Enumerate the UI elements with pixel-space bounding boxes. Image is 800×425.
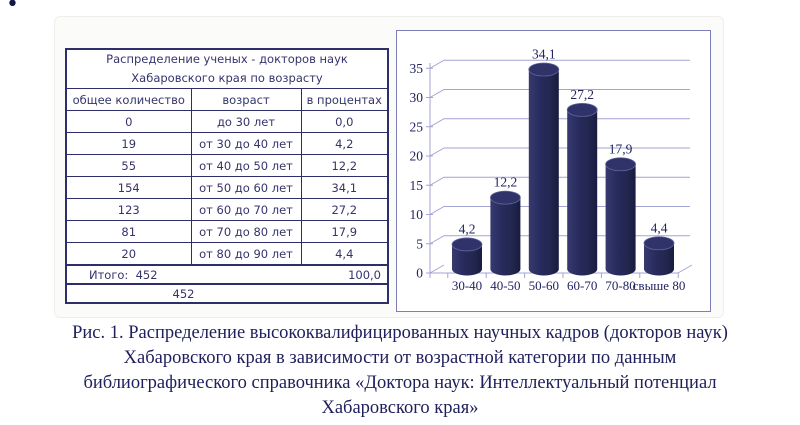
bar-value-label: 4,2 bbox=[459, 221, 476, 236]
table-cell-age: до 30 лет bbox=[190, 110, 302, 133]
gridline-15 bbox=[429, 176, 690, 186]
chart-panel: 0 5 10 15 20 25 30 35 4,2 30-40 12,2 40-50 34,1 50-60… bbox=[396, 30, 711, 312]
table-cell-percent: 12,2 bbox=[300, 154, 389, 177]
bar-value-label: 17,9 bbox=[609, 141, 633, 156]
table-row: 154 от 50 до 60 лет 34,1 bbox=[65, 176, 389, 199]
table-cell-percent: 17,9 bbox=[300, 220, 389, 243]
table-title: Распределение ученых - докторов наук Хаб… bbox=[65, 48, 389, 89]
figure-caption-line: библиографического справочника «Доктора … bbox=[83, 373, 717, 393]
x-category-label: 30-40 bbox=[452, 278, 482, 293]
total-row: Итого: 452 100,0 bbox=[65, 264, 389, 285]
list-bullet-icon: • bbox=[6, 0, 19, 17]
x-category-label: 70-80 bbox=[605, 278, 635, 293]
gridline-25 bbox=[429, 118, 690, 128]
table-cell-count: 154 bbox=[65, 176, 192, 199]
table-cell-age: от 80 до 90 лет bbox=[190, 242, 302, 266]
y-tick-label-10: 10 bbox=[410, 207, 424, 222]
y-tick-label-20: 20 bbox=[410, 149, 424, 164]
y-tick-label-15: 15 bbox=[410, 178, 424, 193]
table-cell-count: 55 bbox=[65, 154, 192, 177]
y-tick-label-35: 35 bbox=[410, 61, 424, 76]
table-cell-age: от 50 до 60 лет bbox=[190, 176, 302, 199]
y-tick-label-0: 0 bbox=[416, 266, 423, 281]
table-cell-percent: 27,2 bbox=[300, 198, 389, 221]
y-tick-label-25: 25 bbox=[410, 119, 424, 134]
x-category-label: 50-60 bbox=[529, 278, 559, 293]
table-cell-count: 81 bbox=[65, 220, 192, 243]
table-row: 20 от 80 до 90 лет 4,4 bbox=[65, 242, 389, 266]
column-header-percent: в процентах bbox=[300, 88, 389, 111]
table-cell-age: от 40 до 50 лет bbox=[190, 154, 302, 177]
bar-value-label: 34,1 bbox=[532, 47, 556, 62]
bar-60-70 bbox=[566, 102, 598, 276]
table-cell-count: 123 bbox=[65, 198, 192, 221]
table-body: 0 до 30 лет 0,0 19 от 30 до 40 лет 4,2 55 от 40… bbox=[65, 110, 389, 266]
table-header-row: общее количество возраст в процентах bbox=[65, 88, 389, 111]
table-row: 55 от 40 до 50 лет 12,2 bbox=[65, 154, 389, 177]
gridline-30 bbox=[429, 89, 690, 98]
age-distribution-chart: 0 5 10 15 20 25 30 35 4,2 30-40 12,2 40-50 34,1 50-60… bbox=[410, 47, 693, 293]
table-cell-count: 19 bbox=[65, 132, 192, 155]
bar-свыше 80 bbox=[643, 236, 675, 276]
figure-caption-line: Хабаровского края» bbox=[321, 398, 479, 418]
grand-total-row: 452 bbox=[65, 283, 389, 304]
age-table: Распределение ученых - докторов наук Хаб… bbox=[65, 48, 390, 304]
table-cell-percent: 4,2 bbox=[300, 132, 389, 155]
table-cell-count: 20 bbox=[65, 242, 192, 266]
table-cell-age: от 30 до 40 лет bbox=[190, 132, 302, 155]
table-row: 81 от 70 до 80 лет 17,9 bbox=[65, 220, 389, 243]
bar-value-label: 27,2 bbox=[570, 87, 594, 102]
table-cell-percent: 0,0 bbox=[300, 110, 389, 133]
table-cell-percent: 34,1 bbox=[300, 176, 389, 199]
total-cell: Итого: 452 100,0 bbox=[65, 264, 389, 285]
bar-40-50 bbox=[490, 190, 521, 276]
x-category-label: 40-50 bbox=[490, 278, 520, 293]
gridline-35 bbox=[429, 59, 690, 69]
table-cell-age: от 70 до 80 лет bbox=[190, 220, 302, 243]
table-row: 123 от 60 до 70 лет 27,2 bbox=[65, 198, 389, 221]
figure-caption-line: Хабаровского края в зависимости от возра… bbox=[123, 348, 677, 368]
table-title-line2: Хабаровского края по возрасту bbox=[131, 71, 323, 85]
bar-value-label: 4,4 bbox=[651, 220, 668, 235]
y-tick-label-5: 5 bbox=[416, 236, 423, 251]
table-row: 19 от 30 до 40 лет 4,2 bbox=[65, 132, 389, 155]
column-header-age: возраст bbox=[190, 88, 302, 111]
gridline-10 bbox=[429, 206, 690, 215]
grand-total-cell: 452 bbox=[65, 283, 389, 304]
table-row: 0 до 30 лет 0,0 bbox=[65, 110, 389, 133]
x-category-label: 60-70 bbox=[567, 278, 597, 293]
x-category-label: свыше 80 bbox=[633, 278, 686, 293]
table-cell-count: 0 bbox=[65, 110, 192, 133]
total-percent: 100,0 bbox=[348, 267, 382, 282]
gridline-20 bbox=[429, 147, 690, 157]
bar-50-60 bbox=[528, 62, 560, 276]
total-label: Итого: 452 bbox=[89, 267, 158, 282]
y-tick-label-30: 30 bbox=[410, 90, 424, 105]
table-title-row: Распределение ученых - докторов наук Хаб… bbox=[65, 48, 389, 89]
figure-caption-line: Рис. 1. Распределение высококвалифициров… bbox=[72, 323, 728, 343]
bar-30-40 bbox=[451, 237, 483, 276]
table-title-line1: Распределение ученых - докторов наук bbox=[106, 52, 348, 66]
column-header-count: общее количество bbox=[65, 88, 192, 111]
table-cell-age: от 60 до 70 лет bbox=[190, 198, 302, 221]
table-cell-percent: 4,4 bbox=[300, 242, 389, 266]
figure-caption: Рис. 1. Распределение высококвалифициров… bbox=[0, 321, 800, 421]
bar-value-label: 12,2 bbox=[494, 175, 518, 190]
bar-70-80 bbox=[605, 157, 637, 276]
